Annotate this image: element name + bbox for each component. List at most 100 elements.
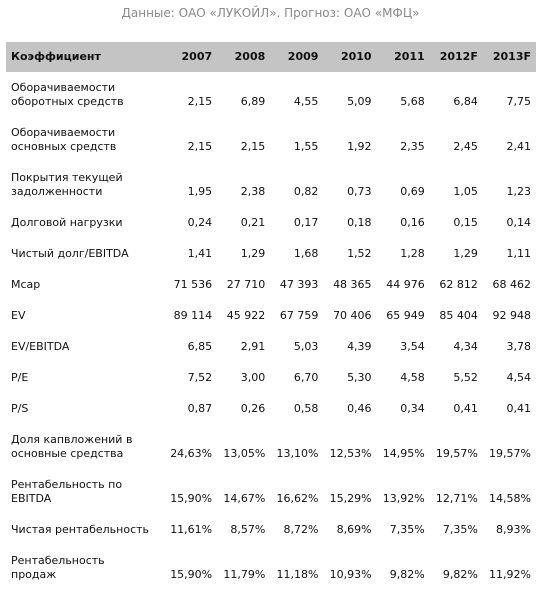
row-label-cell: Mcap — [6, 269, 164, 300]
column-header: 2009 — [270, 42, 324, 72]
row-label: Рентабельность продаж — [11, 554, 105, 581]
value-cell: 0,18 — [347, 216, 372, 229]
value-cell: 0,21 — [240, 216, 266, 229]
value-cell: 47 393 — [279, 278, 319, 291]
row-label: Чистый долг/EBITDA — [11, 247, 129, 260]
header-row: Коэффициент 2007 2008 2009 2010 2011 2012F 2013… — [6, 42, 536, 72]
value-cell: 89 114 — [173, 309, 213, 322]
row-label-cell: EV — [6, 300, 164, 331]
value-cell: 2,15 — [187, 140, 213, 153]
value-cell: 2,15 — [187, 95, 213, 108]
value-cell: 4,58 — [400, 371, 425, 384]
value-cell: 14,58% — [489, 492, 531, 505]
value-cell: 2,38 — [240, 185, 266, 198]
value-cell: 27 710 — [226, 278, 266, 291]
value-cell: 5,52 — [453, 371, 478, 384]
value-cell: 6,70 — [293, 371, 319, 384]
value-cell: 85 404 — [439, 309, 478, 322]
row-label: P/E — [11, 371, 29, 384]
value-cell: 2,91 — [240, 340, 266, 353]
row-label: Доля капвложений в основные средства — [11, 433, 133, 460]
value-cell: 1,95 — [187, 185, 213, 198]
value-cell: 8,93% — [496, 523, 531, 536]
ratio-table: Коэффициент 2007 2008 2009 2010 2011 2012F 2013… — [6, 42, 536, 590]
table-row: Чистая рентабельность 11,61% 8,57% 8,72% 8,6… — [6, 514, 536, 545]
value-cell: 4,55 — [293, 95, 319, 108]
value-cell: 0,34 — [400, 402, 425, 415]
value-cell: 67 759 — [279, 309, 319, 322]
value-cell: 11,18% — [276, 568, 319, 581]
value-cell: 1,52 — [347, 247, 372, 260]
value-cell: 8,57% — [230, 523, 266, 536]
value-cell: 1,23 — [506, 185, 532, 198]
value-cell: 1,29 — [453, 247, 478, 260]
table-row: Чистый долг/EBITDA 1,41 1,29 1,68 1,52 1,28 1,… — [6, 238, 536, 269]
table-row: Покрытия текущей задолженности 1,95 2,38 0,… — [6, 162, 536, 207]
value-cell: 12,71% — [435, 492, 478, 505]
value-cell: 62 812 — [439, 278, 478, 291]
value-cell: 2,41 — [506, 140, 532, 153]
value-cell: 19,57% — [435, 447, 478, 460]
value-cell: 0,24 — [187, 216, 213, 229]
row-label: Долговой нагрузки — [11, 216, 123, 229]
value-cell: 16,62% — [276, 492, 319, 505]
row-label-cell: Рентабельность по EBITDA — [6, 469, 164, 514]
value-cell: 5,30 — [347, 371, 372, 384]
row-label: Оборачиваемости оборотных средств — [11, 81, 124, 108]
value-cell: 68 462 — [492, 278, 532, 291]
row-label: Чистая рентабельность — [11, 523, 150, 536]
value-cell: 13,05% — [223, 447, 266, 460]
value-cell: 6,84 — [453, 95, 478, 108]
value-cell: 11,61% — [170, 523, 213, 536]
value-cell: 7,75 — [506, 95, 532, 108]
row-label-cell: Оборачиваемости основных средств — [6, 117, 164, 162]
value-cell: 0,15 — [453, 216, 478, 229]
table-row: Рентабельность по EBITDA 15,90% 14,67% 16,6… — [6, 469, 536, 514]
column-header: 2010 — [323, 42, 377, 72]
value-cell: 1,28 — [400, 247, 425, 260]
value-cell: 2,35 — [400, 140, 425, 153]
row-label-cell: Оборачиваемости оборотных средств — [6, 72, 164, 117]
value-cell: 0,87 — [187, 402, 213, 415]
value-cell: 0,16 — [400, 216, 425, 229]
value-cell: 1,29 — [240, 247, 266, 260]
value-cell: 15,90% — [170, 492, 213, 505]
column-header: 2008 — [217, 42, 271, 72]
row-label: Оборачиваемости основных средств — [11, 126, 117, 153]
value-cell: 0,41 — [453, 402, 478, 415]
value-cell: 2,15 — [240, 140, 266, 153]
value-cell: 19,57% — [489, 447, 531, 460]
table-row: P/E 7,52 3,00 6,70 5,30 4,58 5,52 4,54 — [6, 362, 536, 393]
row-label-cell: P/S — [6, 393, 164, 424]
table-row: P/S 0,87 0,26 0,58 0,46 0,34 0,41 0,41 — [6, 393, 536, 424]
row-label: P/S — [11, 402, 29, 415]
value-cell: 7,35% — [442, 523, 478, 536]
row-label-cell: Чистая рентабельность — [6, 514, 164, 545]
value-cell: 1,92 — [347, 140, 372, 153]
value-cell: 70 406 — [333, 309, 372, 322]
value-cell: 14,67% — [223, 492, 266, 505]
value-cell: 71 536 — [173, 278, 213, 291]
value-cell: 0,69 — [400, 185, 425, 198]
value-cell: 92 948 — [492, 309, 532, 322]
value-cell: 11,79% — [223, 568, 266, 581]
table-row: Доля капвложений в основные средства 24,6… — [6, 424, 536, 469]
row-label-cell: Чистый долг/EBITDA — [6, 238, 164, 269]
value-cell: 1,55 — [293, 140, 319, 153]
value-cell: 15,29% — [329, 492, 372, 505]
column-header: 2007 — [164, 42, 218, 72]
value-cell: 13,92% — [382, 492, 425, 505]
row-label-cell: Рентабельность продаж — [6, 545, 164, 590]
table-row: Рентабельность продаж 15,90% 11,79% 11,18% 1… — [6, 545, 536, 590]
column-header: 2012F — [429, 42, 483, 72]
value-cell: 0,14 — [506, 216, 532, 229]
source-note: Данные: ОАО «ЛУКОЙЛ». Прогноз: ОАО «МФЦ» — [121, 6, 420, 20]
value-cell: 45 922 — [226, 309, 266, 322]
value-cell: 1,68 — [293, 247, 319, 260]
value-cell: 5,09 — [347, 95, 372, 108]
value-cell: 24,63% — [170, 447, 213, 460]
row-label: Mcap — [11, 278, 41, 291]
value-cell: 1,11 — [506, 247, 532, 260]
row-label-cell: EV/EBITDA — [6, 331, 164, 362]
